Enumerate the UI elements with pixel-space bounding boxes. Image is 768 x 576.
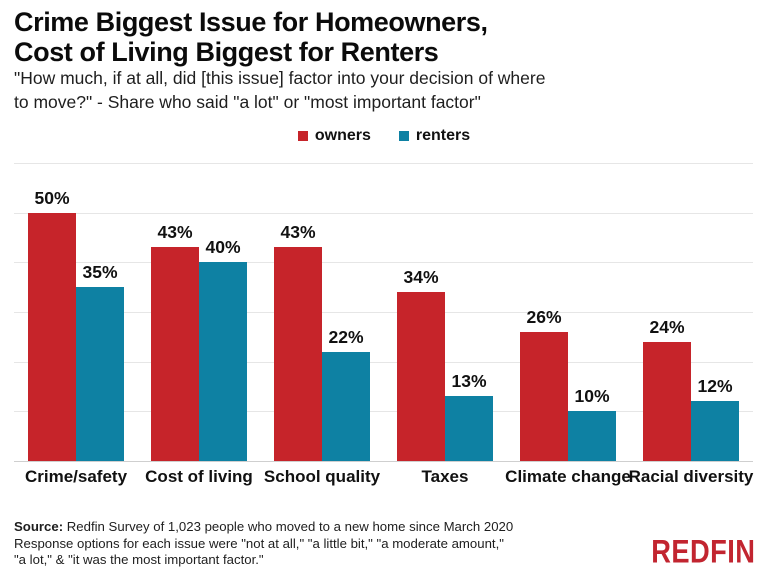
value-label-owners-taxes: 34% bbox=[403, 267, 439, 288]
bar-owners-crime-safety bbox=[28, 212, 76, 461]
gridline-50pct bbox=[14, 212, 753, 214]
chart-title-line-1: Crime Biggest Issue for Homeowners, bbox=[14, 7, 488, 37]
bar-owners-racial-diversity bbox=[643, 341, 691, 461]
value-label-renters-school-quality: 22% bbox=[328, 326, 364, 347]
category-label-school-quality: School quality bbox=[263, 467, 381, 486]
value-label-renters-taxes: 13% bbox=[451, 371, 487, 392]
bar-renters-climate-change bbox=[568, 411, 616, 461]
source-line: Source: Redfin Survey of 1,023 people wh… bbox=[14, 519, 513, 536]
x-axis-line bbox=[14, 461, 753, 462]
chart-title: Crime Biggest Issue for Homeowners, Cost… bbox=[14, 7, 488, 67]
category-label-climate-change: Climate change bbox=[505, 467, 631, 486]
gridline-30pct bbox=[14, 312, 753, 313]
bar-owners-school-quality bbox=[274, 247, 322, 461]
category-label-crime-safety: Crime/safety bbox=[24, 467, 128, 486]
legend-item-owners: owners bbox=[297, 127, 371, 145]
source-text: Redfin Survey of 1,023 people who moved … bbox=[63, 519, 514, 534]
gridline-20pct bbox=[14, 361, 753, 363]
value-label-renters-cost-of-living: 40% bbox=[205, 237, 241, 258]
bar-renters-crime-safety bbox=[76, 287, 124, 461]
value-label-owners-cost-of-living: 43% bbox=[157, 222, 193, 243]
value-label-owners-crime-safety: 50% bbox=[34, 187, 70, 208]
redfin-logo: REDFIN bbox=[650, 533, 755, 570]
bar-renters-taxes bbox=[445, 396, 493, 461]
chart-subtitle-line-2: to move?" - Share who said "a lot" or "m… bbox=[14, 92, 481, 112]
value-label-owners-climate-change: 26% bbox=[526, 306, 562, 327]
value-label-renters-racial-diversity: 12% bbox=[697, 376, 733, 397]
legend-swatch-icon bbox=[297, 131, 308, 141]
gridline-60pct bbox=[14, 163, 753, 164]
chart-title-line-2: Cost of Living Biggest for Renters bbox=[14, 37, 439, 67]
bar-renters-racial-diversity bbox=[691, 401, 739, 461]
response-options-line-1: Response options for each issue were "no… bbox=[14, 535, 504, 551]
legend-swatch-icon bbox=[398, 131, 409, 141]
category-label-taxes: Taxes bbox=[421, 467, 469, 486]
bar-renters-cost-of-living bbox=[199, 262, 247, 461]
legend-item-renters: renters bbox=[398, 127, 471, 145]
chart-subtitle-line-1: "How much, if at all, did [this issue] f… bbox=[14, 68, 546, 88]
value-label-owners-school-quality: 43% bbox=[280, 222, 316, 243]
bar-owners-taxes bbox=[397, 292, 445, 461]
legend-label: owners bbox=[314, 127, 371, 144]
bar-renters-school-quality bbox=[322, 351, 370, 461]
gridline-40pct bbox=[14, 262, 753, 264]
bar-owners-climate-change bbox=[520, 331, 568, 461]
value-label-renters-crime-safety: 35% bbox=[82, 262, 118, 283]
response-options-line-2: "a lot," & "it was the most important fa… bbox=[14, 552, 264, 567]
chart-subtitle: "How much, if at all, did [this issue] f… bbox=[14, 66, 545, 114]
source-label: Source: bbox=[14, 519, 64, 534]
value-label-renters-climate-change: 10% bbox=[574, 386, 610, 407]
value-label-owners-racial-diversity: 24% bbox=[649, 316, 685, 337]
bar-owners-cost-of-living bbox=[151, 247, 199, 461]
legend-label: renters bbox=[415, 127, 471, 144]
category-label-racial-diversity: Racial diversity bbox=[628, 467, 754, 486]
category-label-cost-of-living: Cost of living bbox=[145, 467, 253, 486]
gridline-10pct bbox=[14, 411, 753, 413]
source-note: Source: Redfin Survey of 1,023 people wh… bbox=[14, 519, 513, 569]
chart-legend: owners renters bbox=[0, 127, 768, 145]
